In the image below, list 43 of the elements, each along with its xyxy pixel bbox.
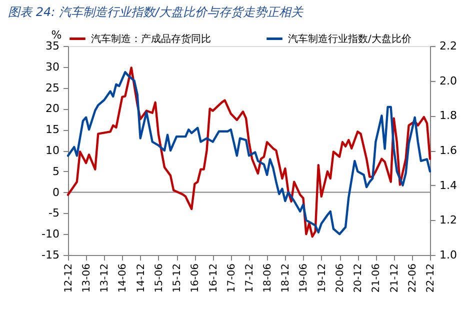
y-tick-label: 30 (46, 60, 60, 74)
x-tick-label: 16-06 (190, 264, 202, 293)
y2-tick-label: 1.8 (440, 109, 457, 122)
y-tick-label: 5 (52, 164, 60, 178)
y-tick-label: -15 (42, 248, 60, 262)
y2-tick-label: 1.0 (440, 248, 457, 262)
x-tick-label: 15-12 (172, 264, 184, 293)
legend-label: 汽车制造行业指数/大盘比价 (288, 32, 412, 45)
x-tick-label: 19-06 (298, 264, 310, 293)
x-tick-label: 15-06 (154, 264, 165, 293)
x-tick-label: 16-12 (208, 264, 220, 293)
y-tick-label: 15 (46, 123, 60, 136)
y-tick-label: 10 (46, 144, 60, 157)
x-tick-label: 17-06 (226, 264, 238, 293)
x-tick-label: 14-06 (118, 264, 129, 293)
x-tick-label: 13-12 (100, 264, 111, 293)
y-tick-label: 20 (46, 102, 60, 116)
y2-tick-label: 1.6 (440, 144, 457, 157)
y2-tick-label: 1.4 (440, 178, 457, 192)
y2-tick-label: 2.0 (440, 74, 457, 88)
x-tick-label: 12-12 (64, 264, 74, 293)
y-axis-title: % (51, 28, 62, 42)
y-tick-label: -10 (42, 228, 60, 241)
x-tick-label: 14-12 (136, 264, 147, 293)
chart-title: 图表 24: 汽车制造行业指数/大盘比价与存货走势正相关 (8, 5, 304, 19)
x-tick-label: 22-06 (407, 264, 418, 293)
x-tick-label: 20-06 (335, 264, 346, 293)
y-tick-label: 35 (46, 40, 60, 52)
y-tick-label: 0 (52, 186, 60, 199)
legend-label: 汽车制造：产成品存货同比 (91, 32, 211, 45)
y2-tick-label: 1.2 (440, 214, 457, 227)
x-tick-label: 21-12 (389, 264, 400, 293)
x-tick-label: 17-12 (244, 264, 256, 293)
y-tick-label: 25 (46, 81, 60, 94)
x-tick-label: 18-06 (262, 264, 274, 293)
y-tick-label: -5 (48, 206, 60, 220)
x-tick-label: 18-12 (280, 264, 292, 293)
x-tick-label: 20-12 (353, 264, 364, 293)
x-tick-label: 21-06 (371, 264, 382, 293)
y2-tick-label: 2.2 (440, 40, 457, 52)
x-tick-label: 22-12 (426, 264, 436, 293)
x-tick-label: 19-12 (316, 264, 328, 293)
x-tick-label: 13-06 (82, 264, 93, 293)
